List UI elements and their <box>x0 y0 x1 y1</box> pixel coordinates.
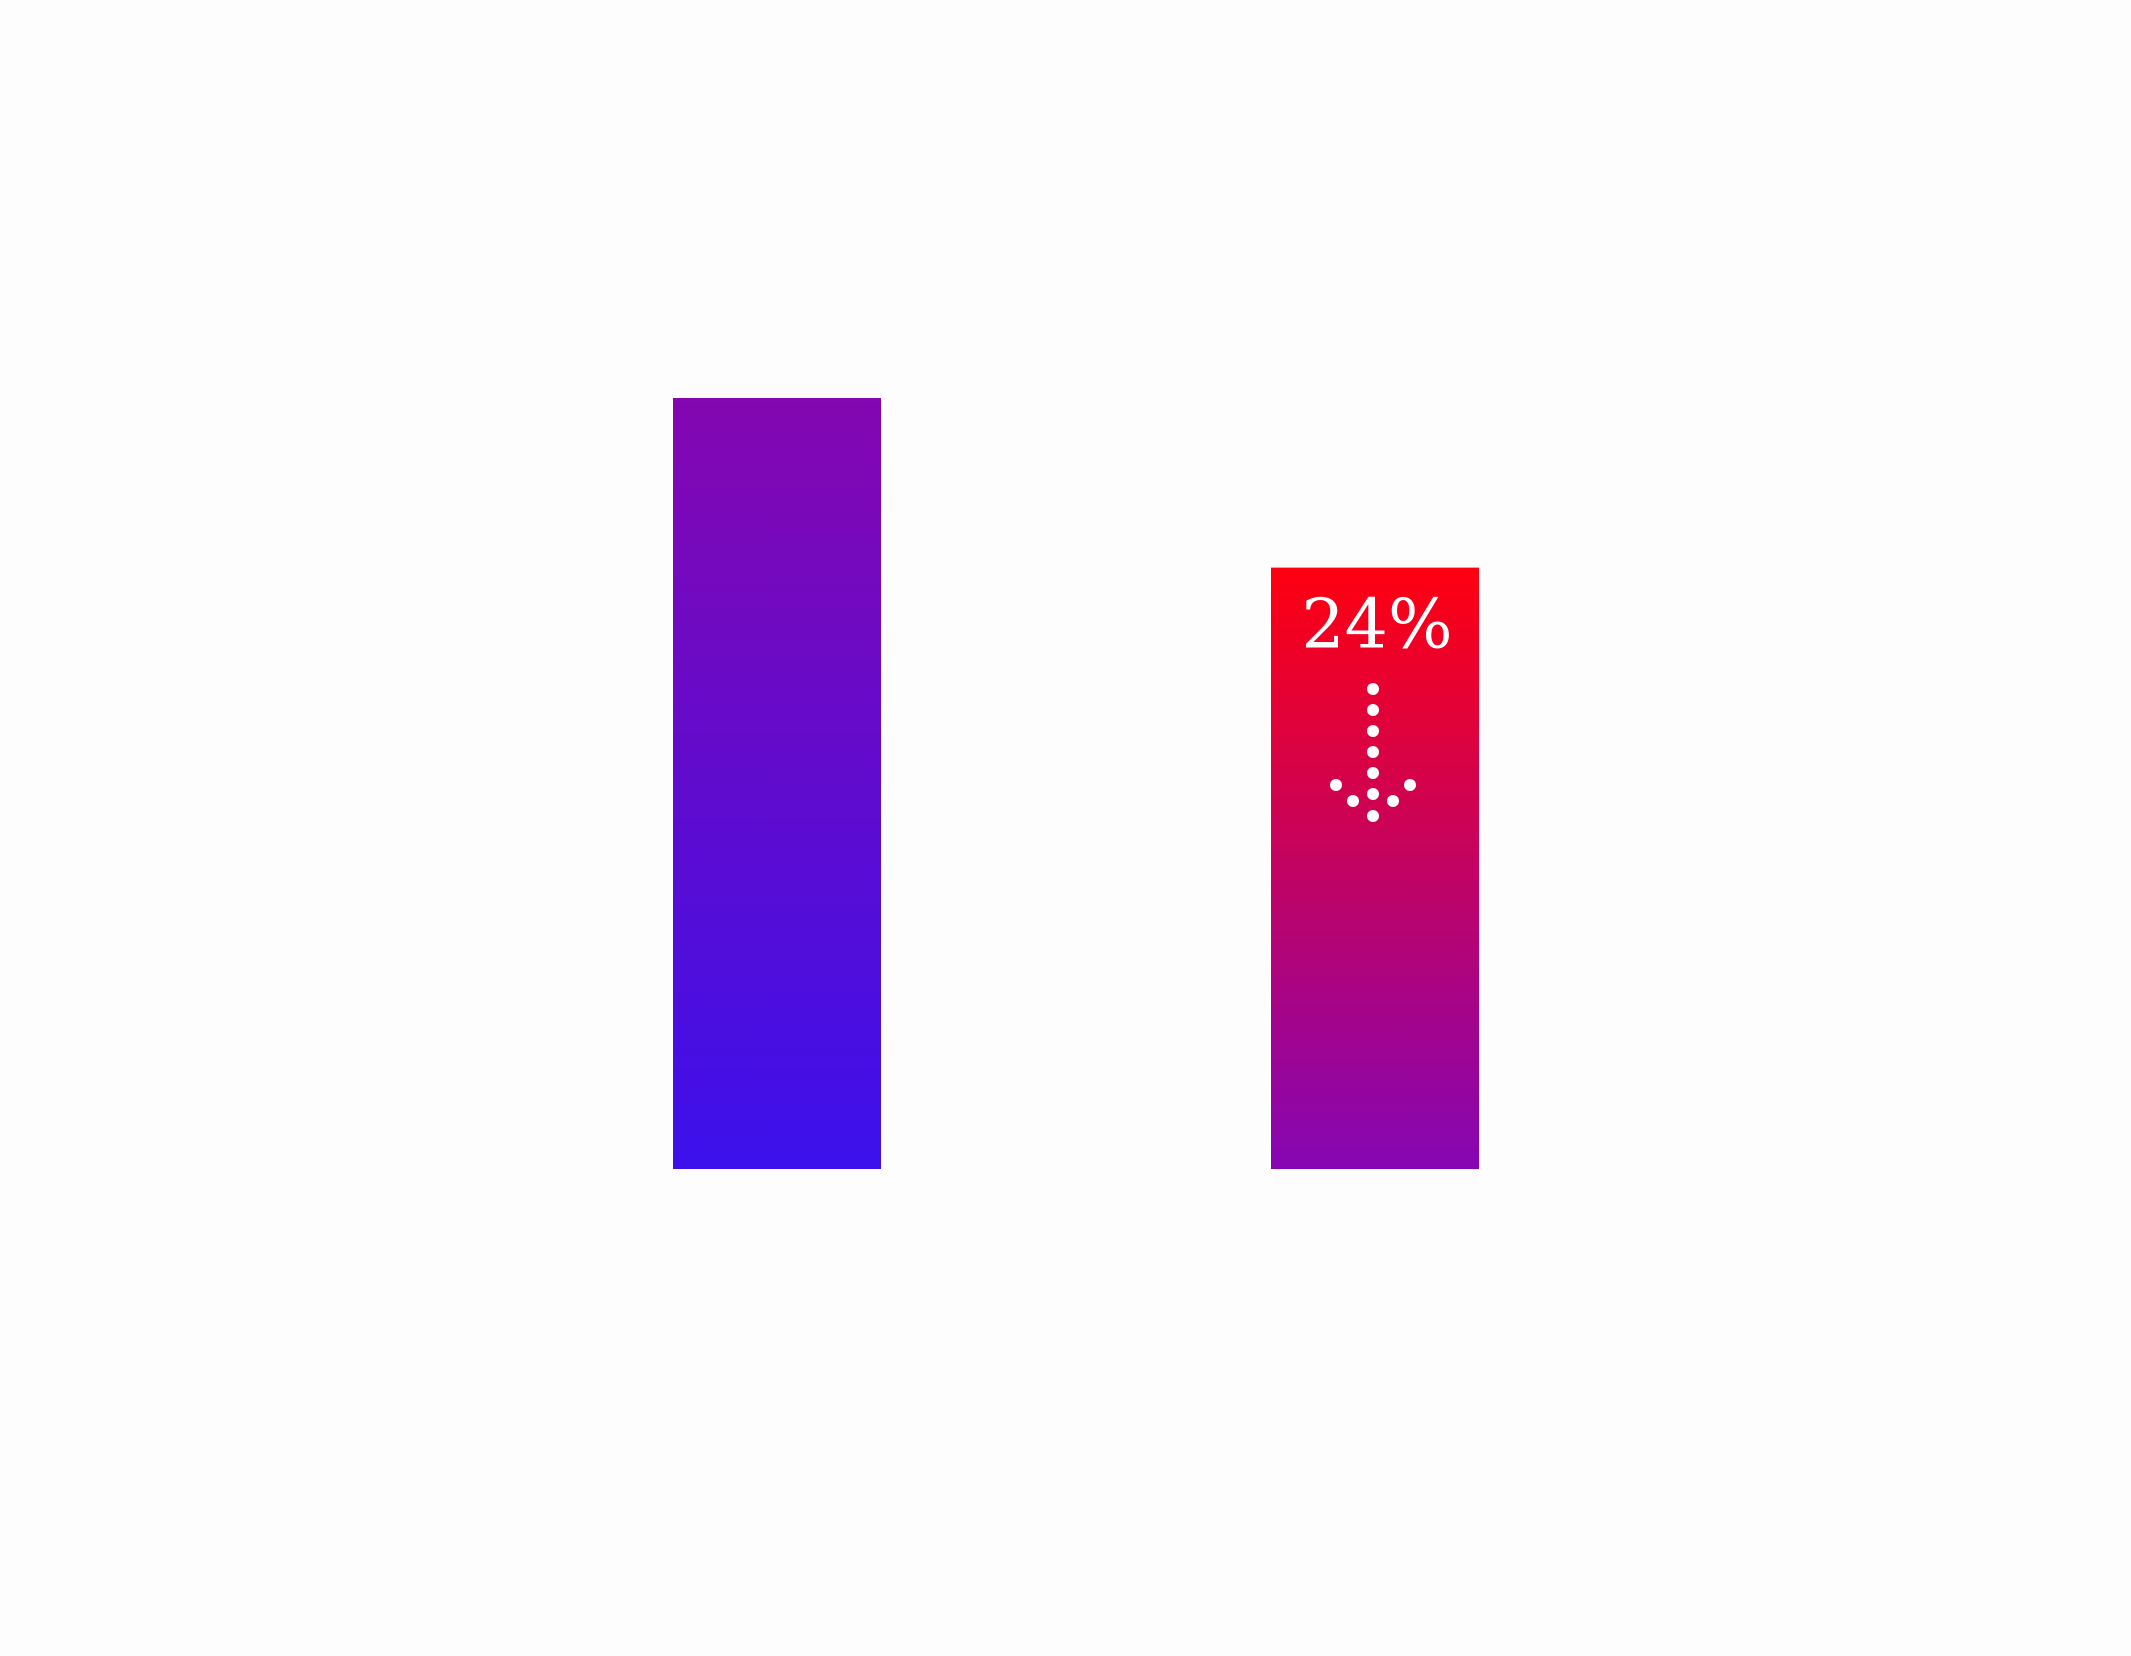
bars <box>673 398 1479 1169</box>
bar <box>673 398 881 1169</box>
bar <box>1271 567 1479 1169</box>
annotation: 24% <box>1301 586 1452 665</box>
down-arrow <box>1330 683 1416 822</box>
